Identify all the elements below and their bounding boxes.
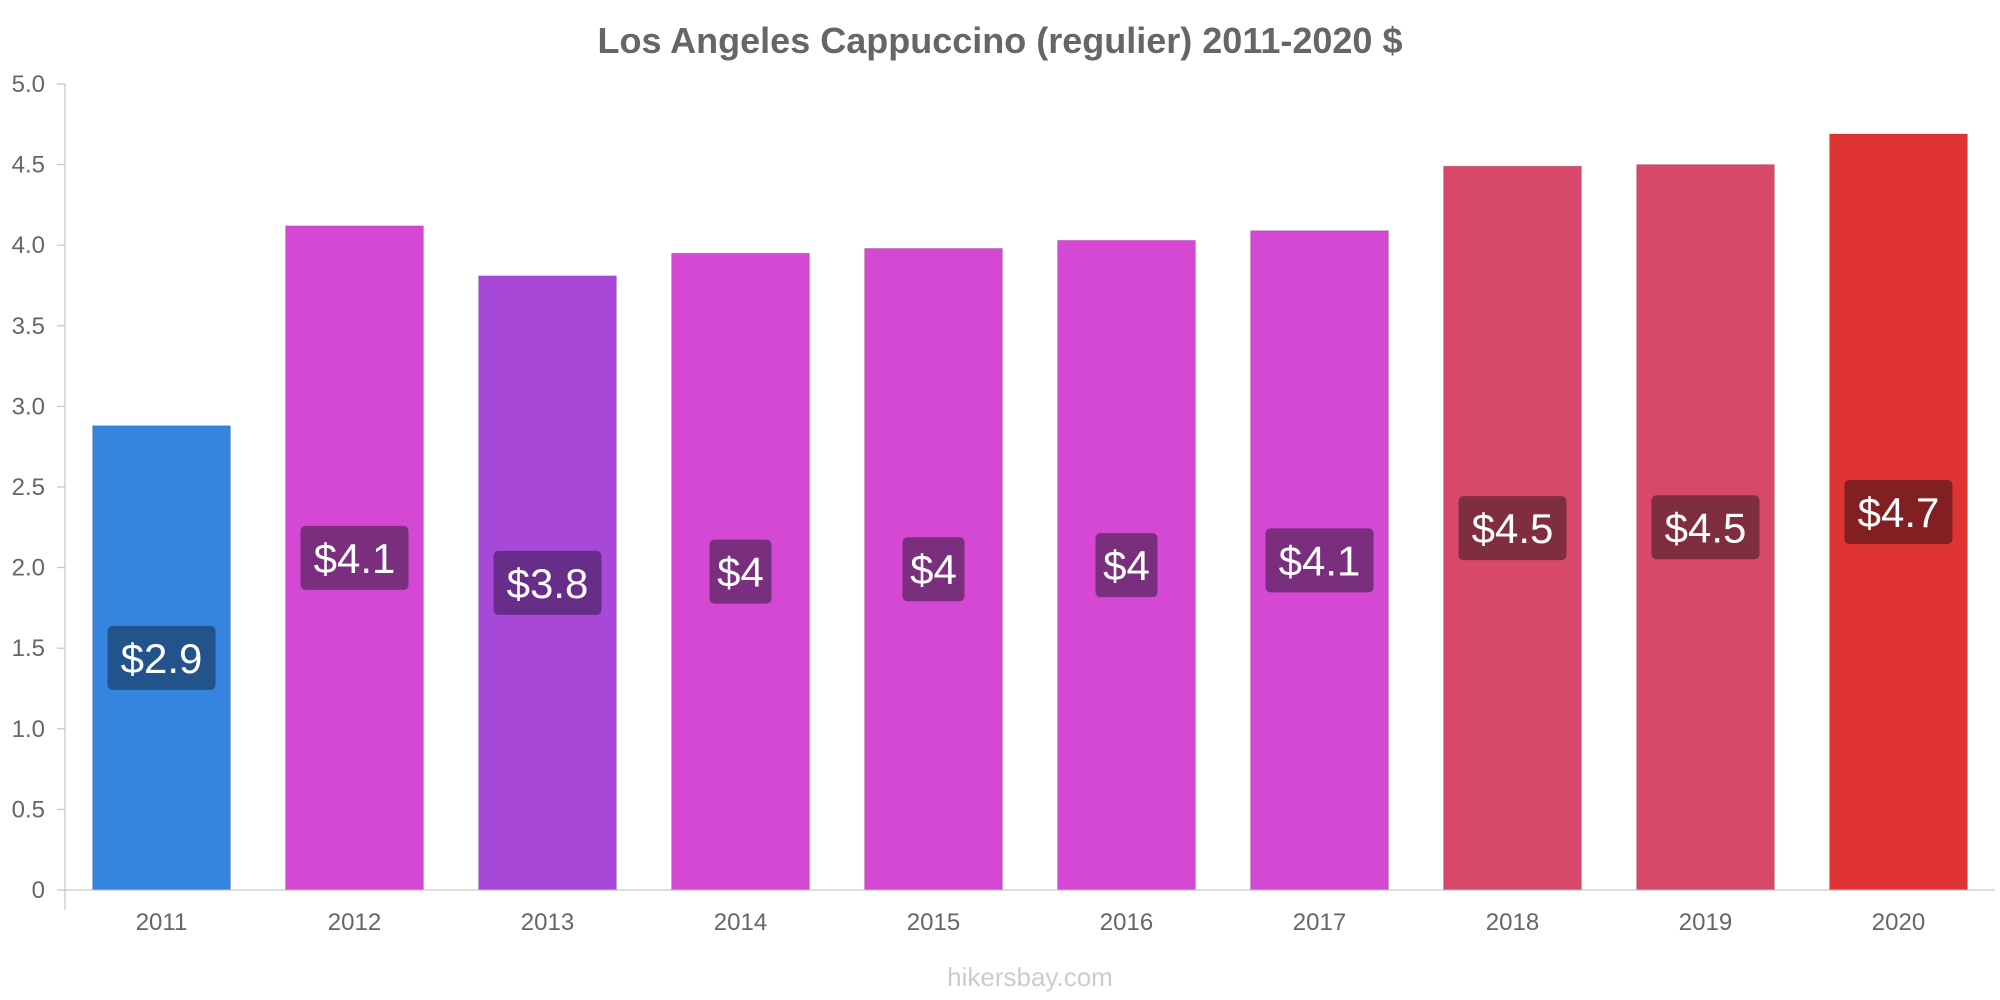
y-tick-label: 0.5 <box>12 796 45 823</box>
data-label-box <box>493 550 602 615</box>
x-tick-label: 2012 <box>328 909 381 936</box>
data-label: $4.7 <box>1858 489 1940 536</box>
y-tick-label: 2.0 <box>12 555 45 582</box>
data-label-box <box>300 525 409 590</box>
data-label: $4.5 <box>1472 505 1554 552</box>
x-tick-label: 2017 <box>1293 909 1346 936</box>
data-label-box <box>709 539 772 604</box>
x-tick-label: 2016 <box>1100 909 1153 936</box>
y-axis: 0 0.5 1.0 1.5 2.0 2.5 3.0 3.5 4.0 4.5 5.0 <box>12 71 66 910</box>
data-label: $4.1 <box>314 535 396 582</box>
y-tick-label: 4.5 <box>12 152 45 179</box>
data-labels: $2.9 $4.1 $3.8 $4 $4 $4 $4.1 $4.5 $4.5 $4.7 <box>107 479 1953 690</box>
y-tick-label: 1.5 <box>12 635 45 662</box>
y-tick-label: 5.0 <box>12 71 45 98</box>
data-label: $4 <box>910 546 957 593</box>
y-tick-label: 1.0 <box>12 716 45 743</box>
y-tick-label: 0 <box>32 877 45 904</box>
y-tick-label: 3.5 <box>12 313 45 340</box>
data-label: $3.8 <box>507 560 589 607</box>
data-label-box <box>1651 495 1760 560</box>
data-label-box <box>107 625 216 690</box>
data-label-box <box>1844 479 1953 544</box>
data-label: $4 <box>717 549 764 596</box>
data-label: $4.5 <box>1665 504 1747 551</box>
y-tick-label: 4.0 <box>12 232 45 259</box>
x-tick-label: 2020 <box>1872 909 1925 936</box>
data-label: $2.9 <box>121 635 203 682</box>
chart-title: Los Angeles Cappuccino (regulier) 2011-2… <box>598 20 1403 61</box>
data-label-box <box>902 537 965 602</box>
x-axis: 2011 2012 2013 2014 2015 2016 2017 2018 2019 2020 <box>65 889 1995 936</box>
x-tick-label: 2015 <box>907 909 960 936</box>
x-tick-label: 2011 <box>136 909 188 936</box>
watermark: hikersbay.com <box>947 962 1113 992</box>
data-label: $4 <box>1103 542 1150 589</box>
y-tick-label: 3.0 <box>12 393 45 420</box>
x-tick-label: 2013 <box>521 909 574 936</box>
data-label-box <box>1095 533 1158 598</box>
x-tick-label: 2019 <box>1679 909 1732 936</box>
data-label: $4.1 <box>1279 537 1361 584</box>
x-tick-label: 2018 <box>1486 909 1539 936</box>
data-label-box <box>1458 496 1567 561</box>
y-tick-label: 2.5 <box>12 474 45 501</box>
x-tick-label: 2014 <box>714 909 767 936</box>
data-label-box <box>1265 528 1374 593</box>
